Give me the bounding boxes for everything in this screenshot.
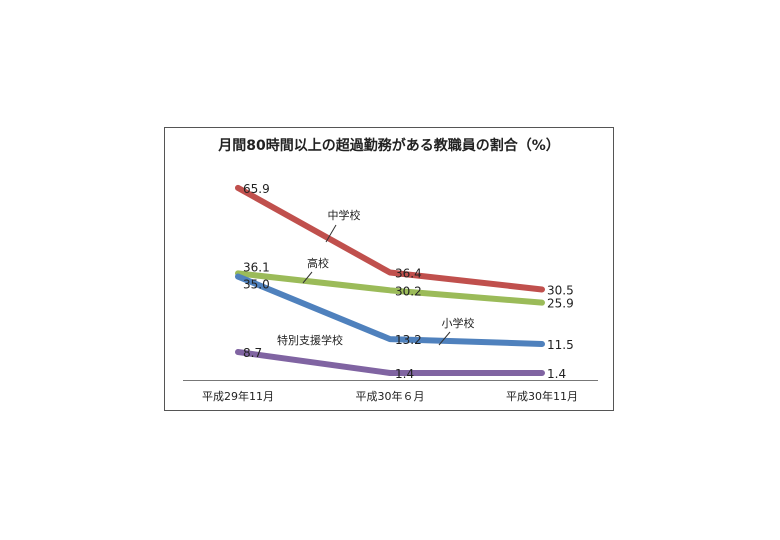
value-label: 30.2	[395, 284, 422, 298]
value-label: 1.4	[547, 367, 566, 381]
series-leader-line	[325, 224, 337, 243]
series-leader-line	[302, 271, 313, 284]
value-label: 36.4	[395, 267, 422, 281]
value-label: 13.2	[395, 333, 422, 347]
value-label: 8.7	[243, 346, 262, 360]
value-label: 36.1	[243, 260, 270, 274]
chart-title: 月間80時間以上の超過勤務がある教職員の割合（%）	[217, 137, 560, 154]
value-label: 30.5	[547, 283, 574, 297]
series-line-1	[235, 270, 545, 306]
tick-layer: 平成29年11月 平成30年６月 平成30年11月	[202, 389, 578, 403]
series-name-label: 特別支援学校	[277, 333, 343, 347]
value-label: 35.0	[243, 278, 270, 292]
series-line-2	[235, 273, 545, 347]
series-layer	[235, 184, 545, 376]
value-label: 1.4	[395, 367, 414, 381]
label-layer: 65.9 36.4 30.5 中学校 36.1 30.2 25.9 高校 35.0 13.2 11.…	[243, 182, 574, 381]
series-name-label: 小学校	[442, 316, 475, 330]
series-line-0	[235, 184, 545, 293]
series-line-3	[235, 349, 545, 376]
x-tick-label: 平成30年６月	[356, 389, 425, 403]
series-leader-line	[438, 331, 451, 346]
series-name-label: 高校	[307, 256, 329, 270]
value-label: 65.9	[243, 182, 270, 196]
value-label: 25.9	[547, 297, 574, 311]
x-tick-label: 平成30年11月	[506, 389, 578, 403]
value-label: 11.5	[547, 338, 574, 352]
x-tick-label: 平成29年11月	[202, 389, 274, 403]
series-name-label: 中学校	[328, 208, 361, 222]
